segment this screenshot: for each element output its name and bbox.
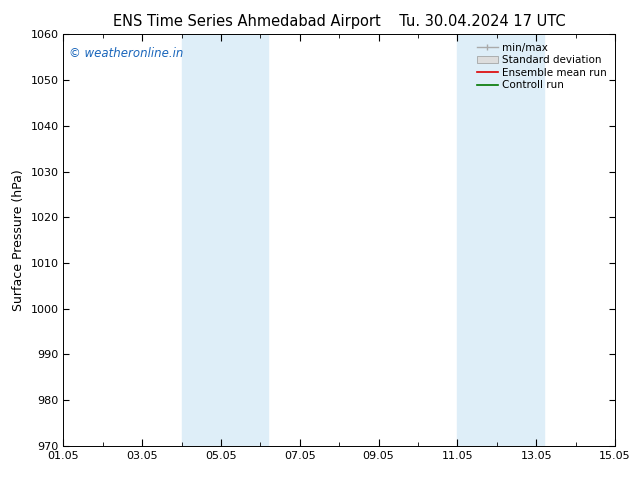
Title: ENS Time Series Ahmedabad Airport    Tu. 30.04.2024 17 UTC: ENS Time Series Ahmedabad Airport Tu. 30… <box>113 14 566 29</box>
Bar <box>181 34 268 446</box>
Bar <box>457 34 544 446</box>
Legend: min/max, Standard deviation, Ensemble mean run, Controll run: min/max, Standard deviation, Ensemble me… <box>474 40 610 94</box>
Text: © weatheronline.in: © weatheronline.in <box>69 47 183 60</box>
Y-axis label: Surface Pressure (hPa): Surface Pressure (hPa) <box>12 169 25 311</box>
